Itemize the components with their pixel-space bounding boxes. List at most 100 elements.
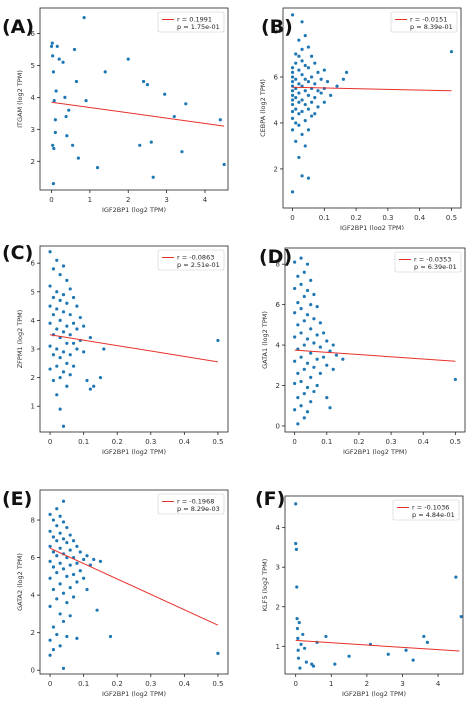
legend-box — [157, 493, 225, 515]
data-point — [51, 54, 55, 58]
x-tick-label: 0 — [290, 214, 294, 222]
data-point — [300, 84, 304, 88]
data-point — [48, 512, 52, 517]
panel-label: (F) — [255, 488, 286, 510]
data-point — [296, 274, 300, 278]
data-point — [297, 91, 301, 95]
y-axis-label: KLF5 (log2 TPM) — [261, 559, 269, 612]
data-point — [299, 379, 303, 384]
data-point — [75, 304, 79, 308]
y-tick-label: 6 — [31, 30, 36, 38]
data-point — [61, 310, 66, 314]
data-point — [68, 563, 72, 567]
data-point — [315, 305, 319, 309]
x-tick-label: 1 — [88, 196, 92, 204]
data-point — [309, 351, 313, 355]
y-tick-label: 3 — [31, 126, 35, 134]
data-point — [55, 307, 59, 311]
legend-box — [157, 11, 225, 33]
data-point — [71, 143, 75, 147]
points-group — [48, 250, 220, 428]
data-point — [98, 376, 103, 380]
data-point — [82, 576, 86, 580]
data-point — [297, 82, 301, 86]
x-tick-label: 0.5 — [446, 214, 457, 222]
data-point — [295, 626, 300, 631]
data-point — [329, 93, 333, 97]
data-point — [294, 547, 298, 551]
x-tick-label: 0.5 — [212, 680, 223, 688]
data-point — [78, 550, 82, 554]
data-point — [71, 539, 76, 543]
data-point — [294, 139, 298, 143]
data-point — [305, 288, 310, 293]
data-point — [75, 327, 79, 331]
data-point — [75, 347, 79, 351]
scatter-plot: 0 0.1 0.2 0.3 0.4 0.5 2 4 6 8 IGF2BP1 (log2 TPM) CE… — [259, 7, 462, 232]
data-point — [312, 341, 316, 345]
data-point — [48, 653, 52, 657]
data-point — [325, 339, 329, 343]
data-point — [58, 612, 62, 616]
y-axis-label: GATA2 (log2 TPM) — [16, 553, 24, 611]
data-point — [49, 44, 54, 48]
data-point — [108, 634, 113, 639]
x-tick-label: 0.2 — [353, 438, 364, 446]
data-point — [51, 70, 56, 74]
data-point — [299, 282, 303, 286]
data-point — [61, 60, 65, 64]
data-point — [295, 617, 299, 621]
x-tick-label: 0.3 — [145, 680, 156, 688]
x-tick-label: 4 — [203, 196, 208, 204]
data-point — [51, 625, 56, 629]
data-point — [299, 307, 303, 311]
data-point — [331, 367, 335, 371]
data-point — [51, 550, 56, 554]
data-point — [422, 634, 426, 639]
data-point — [315, 357, 319, 361]
data-point — [65, 324, 69, 328]
data-point — [55, 507, 59, 511]
data-point — [51, 267, 56, 271]
x-tick-label: 0.1 — [78, 438, 89, 446]
data-point — [297, 112, 301, 116]
data-point — [344, 70, 349, 74]
data-point — [52, 146, 56, 151]
legend-r-value: r = -0.1968 — [177, 498, 214, 506]
data-point — [290, 75, 295, 79]
data-point — [61, 370, 66, 374]
data-point — [58, 531, 62, 535]
data-point — [138, 143, 142, 147]
data-point — [68, 614, 72, 618]
data-point — [315, 333, 319, 337]
data-point — [88, 387, 92, 391]
data-point — [310, 114, 314, 118]
data-point — [48, 544, 52, 548]
x-tick-label: 0.2 — [112, 680, 123, 688]
data-point — [322, 68, 326, 72]
data-point — [55, 571, 59, 575]
scatter-plot: 0 1 2 3 4 1 2 3 4 IGF2BP1 (log2 TPM) KLF5 (log2 TP… — [261, 495, 464, 698]
legend-p-value: p = 6.39e-01 — [414, 263, 457, 271]
data-point — [65, 634, 69, 639]
data-point — [71, 341, 76, 345]
data-point — [328, 406, 332, 410]
data-point — [88, 335, 92, 340]
data-point — [312, 292, 316, 297]
legend-p-value: p = 2.51e-01 — [177, 261, 220, 269]
data-point — [294, 541, 298, 546]
data-point — [293, 408, 297, 412]
legend-box — [392, 499, 460, 521]
data-point — [334, 353, 339, 357]
data-point — [293, 381, 297, 386]
data-point — [299, 404, 303, 408]
x-axis-label: IGF2BP1 (log2 TPM) — [102, 206, 166, 214]
data-point — [300, 109, 304, 114]
data-point — [84, 98, 88, 103]
data-point — [309, 400, 313, 404]
data-point — [294, 61, 298, 65]
data-point — [302, 391, 306, 396]
data-point — [290, 128, 295, 132]
data-point — [53, 130, 57, 135]
x-tick-label: 2 — [126, 196, 130, 204]
